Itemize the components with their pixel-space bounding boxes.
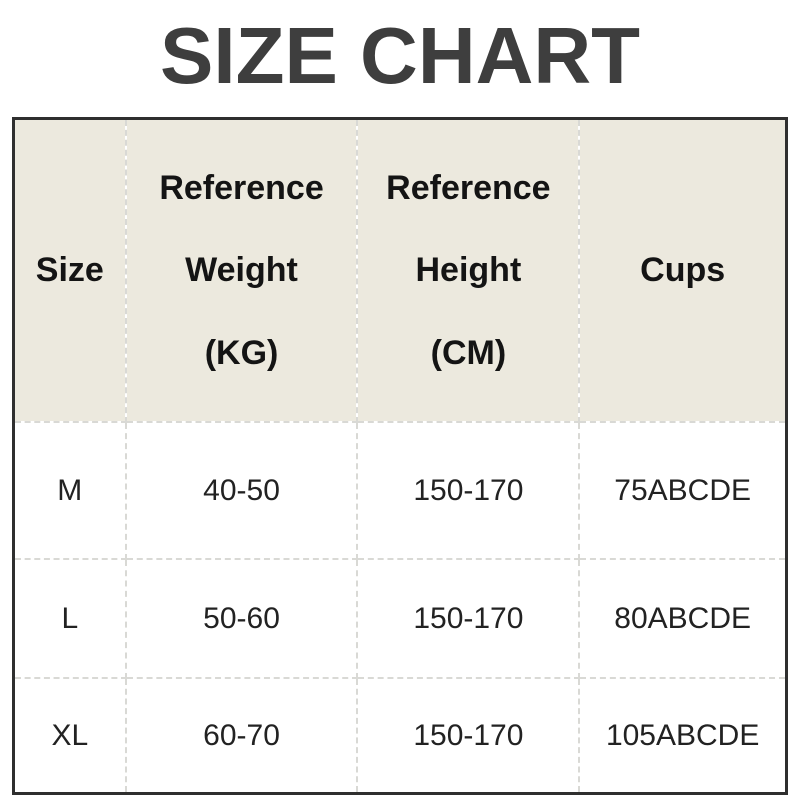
size-chart-page: SIZE CHART Size Reference Weight (KG) Re… [0,14,800,800]
cell-weight: 40-50 [124,421,359,560]
column-header-cups: Cups [578,117,788,423]
table-row-l: L 50-60 150-170 80ABCDE [12,558,788,679]
cell-cups: 105ABCDE [578,677,788,795]
page-title: SIZE CHART [160,11,640,100]
column-header-size: Size [12,117,127,423]
cell-cups: 80ABCDE [578,558,788,679]
cell-height: 150-170 [356,421,581,560]
column-header-reference-height: Reference Height (CM) [356,117,581,423]
table-header-row: Size Reference Weight (KG) Reference Hei… [12,117,788,423]
cell-height: 150-170 [356,677,581,795]
cell-size: XL [12,677,127,795]
cell-size: L [12,558,127,679]
cell-size: M [12,421,127,560]
cell-height: 150-170 [356,558,581,679]
cell-weight: 50-60 [124,558,359,679]
size-chart-table: Size Reference Weight (KG) Reference Hei… [12,117,788,795]
table-row-xl: XL 60-70 150-170 105ABCDE [12,677,788,795]
cell-cups: 75ABCDE [578,421,788,560]
cell-weight: 60-70 [124,677,359,795]
column-header-reference-weight: Reference Weight (KG) [124,117,359,423]
table-row-m: M 40-50 150-170 75ABCDE [12,421,788,560]
